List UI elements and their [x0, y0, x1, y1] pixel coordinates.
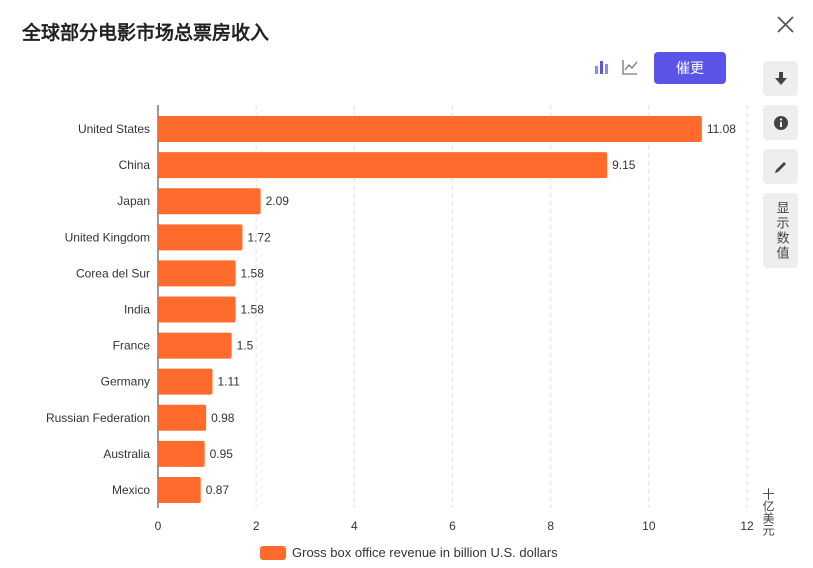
data-label: 1.72	[247, 230, 271, 244]
data-label: 0.87	[206, 483, 230, 497]
bar	[158, 332, 232, 359]
y-tick-label: Corea del Sur	[76, 266, 150, 280]
y-tick-label: Japan	[117, 194, 150, 208]
y-tick-label: India	[124, 303, 150, 317]
download-button[interactable]	[763, 61, 798, 96]
y-tick-label: France	[113, 339, 151, 353]
bar	[158, 476, 201, 503]
data-label: 11.08	[707, 122, 736, 136]
y-tick-label: Russian Federation	[46, 411, 150, 425]
y-tick-label: China	[119, 158, 151, 172]
legend[interactable]: Gross box office revenue in billion U.S.…	[260, 545, 558, 560]
edit-button[interactable]	[763, 149, 798, 184]
bar-chart-toggle[interactable]	[593, 58, 611, 76]
data-label: 1.58	[241, 266, 265, 280]
bar	[158, 260, 236, 287]
y-tick-label: United States	[78, 122, 150, 136]
chart-title: 全球部分电影市场总票房收入	[22, 22, 270, 44]
legend-label: Gross box office revenue in billion U.S.…	[292, 545, 558, 560]
x-tick-label: 4	[351, 519, 358, 533]
close-icon	[777, 16, 794, 33]
legend-swatch	[260, 545, 286, 560]
x-tick-label: 10	[642, 519, 656, 533]
data-label: 1.5	[237, 339, 254, 353]
data-label: 1.11	[217, 375, 240, 389]
data-label: 1.58	[241, 303, 265, 317]
x-tick-label: 0	[155, 519, 162, 533]
bar	[158, 296, 236, 323]
bar	[158, 440, 205, 467]
bar	[158, 368, 213, 395]
info-button[interactable]	[763, 105, 798, 140]
bar	[158, 188, 261, 215]
download-icon	[774, 71, 787, 85]
y-tick-label: Germany	[101, 375, 150, 389]
request-update-button[interactable]: 催更	[654, 52, 726, 84]
close-button[interactable]	[773, 12, 799, 38]
x-tick-label: 2	[253, 519, 260, 533]
show-values-button[interactable]: 显示数值	[763, 193, 798, 268]
bar	[158, 404, 207, 431]
x-tick-label: 12	[740, 519, 754, 533]
data-label: 9.15	[612, 158, 636, 172]
y-tick-label: Mexico	[112, 483, 150, 497]
x-axis-unit: 十亿美元	[761, 488, 775, 536]
line-chart-icon	[622, 60, 638, 75]
data-label: 0.95	[210, 447, 234, 461]
y-tick-label: United Kingdom	[65, 230, 150, 244]
x-tick-label: 8	[547, 519, 554, 533]
edit-icon	[774, 161, 786, 173]
data-label: 2.09	[266, 194, 290, 208]
bar-chart-icon	[595, 61, 608, 74]
x-tick-label: 6	[449, 519, 456, 533]
data-label: 0.98	[211, 411, 235, 425]
info-icon	[773, 115, 788, 130]
line-chart-toggle[interactable]	[621, 58, 639, 76]
bar	[158, 224, 243, 251]
y-tick-label: Australia	[103, 447, 150, 461]
bar	[158, 116, 702, 143]
bar	[158, 152, 608, 179]
